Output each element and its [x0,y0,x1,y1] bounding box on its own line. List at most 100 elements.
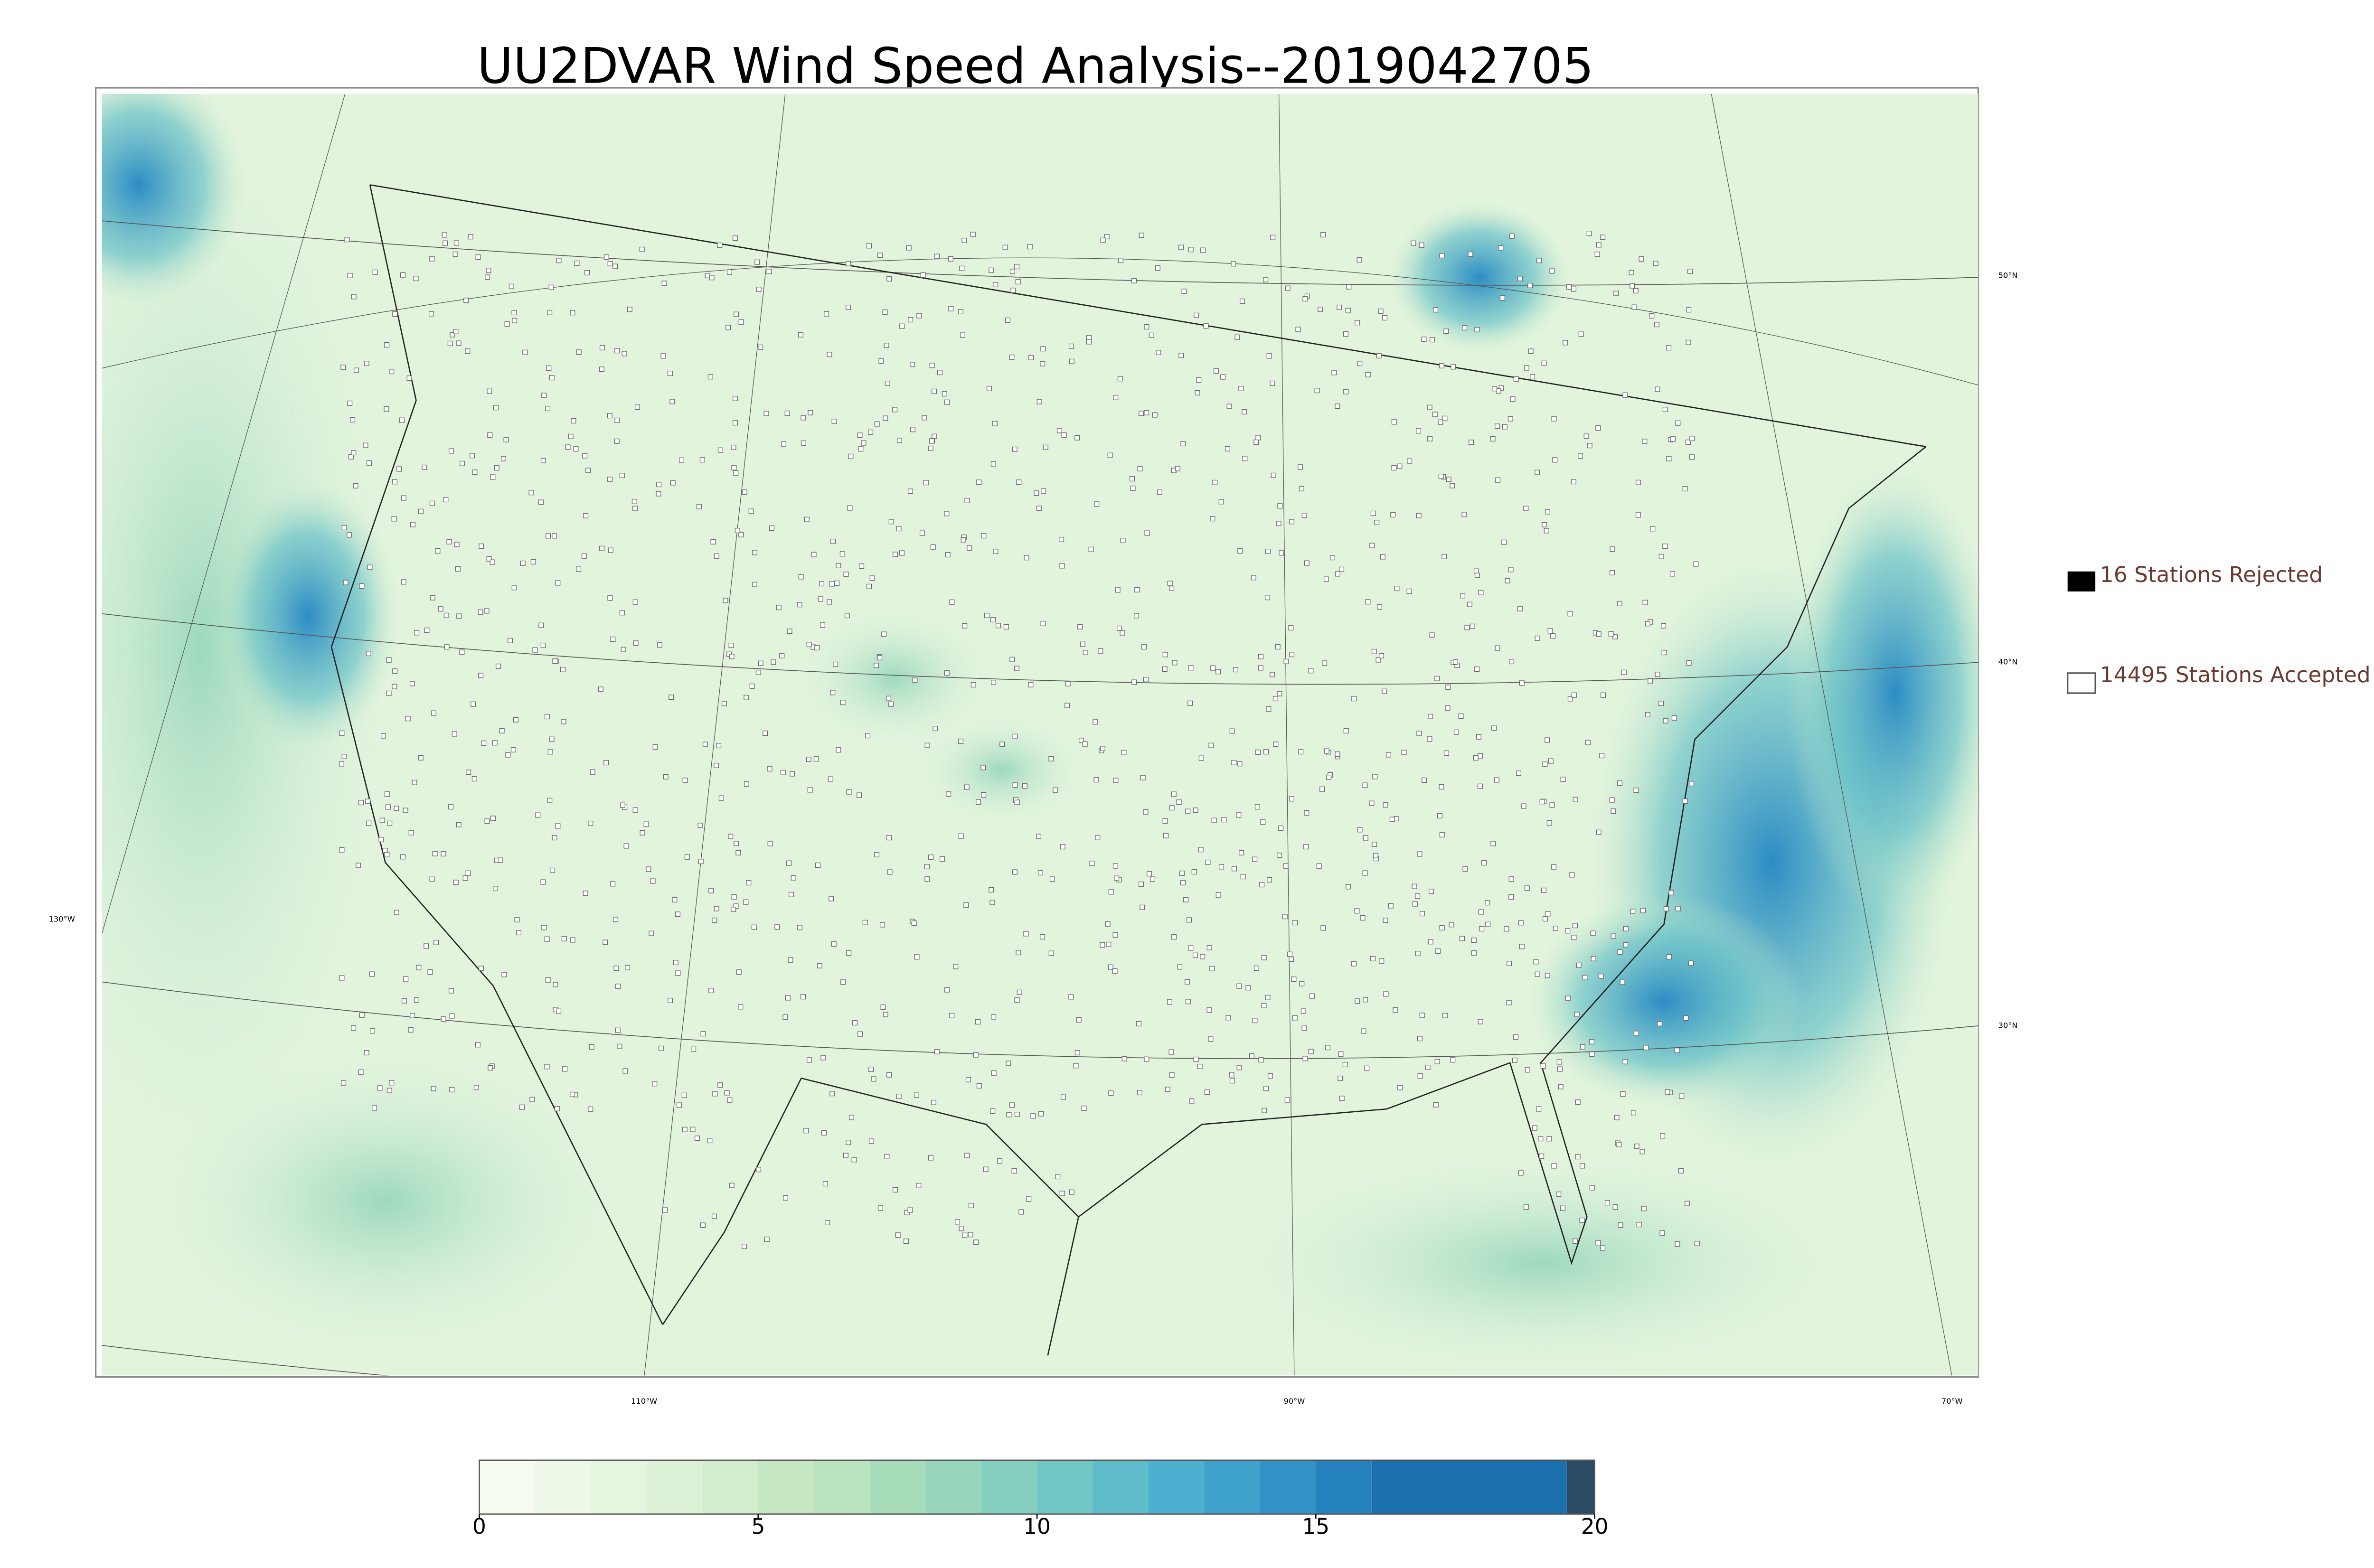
station [1144,410,1149,415]
station [755,669,761,675]
station [603,939,608,945]
longitude-label: 110°W [631,1397,657,1406]
station [803,1128,809,1134]
station [487,432,493,438]
station [431,1086,436,1091]
station [877,1205,883,1211]
station [1292,920,1298,926]
station [1441,554,1447,559]
station [1137,466,1143,471]
station [1100,237,1106,243]
station [1169,585,1175,591]
station [561,936,567,941]
station [547,798,553,803]
station [633,640,639,646]
station [1115,587,1121,593]
station [1335,751,1340,757]
station [430,595,435,601]
station [598,686,603,692]
station [555,823,561,829]
station [709,275,715,281]
station [1049,876,1055,882]
station [369,971,375,977]
station [450,332,455,338]
station [731,907,736,912]
station [1573,797,1578,802]
station [1682,798,1688,804]
station [449,448,454,454]
station [736,969,742,975]
station [1059,1191,1065,1196]
station [1012,446,1017,452]
station [541,393,547,398]
station [471,701,476,707]
station [486,556,492,562]
station [1450,483,1455,488]
station [478,966,484,971]
station [923,480,929,486]
station [547,310,553,315]
station [1498,245,1504,251]
station [538,622,544,628]
station [516,930,521,936]
station [1504,926,1509,932]
station [384,342,390,348]
station [1215,669,1221,675]
station [949,1013,955,1018]
station [1661,623,1667,629]
station [990,1108,996,1114]
station [1378,653,1385,658]
station [1237,548,1243,554]
station [392,479,397,485]
station [1265,548,1271,554]
station [454,542,460,547]
station [1144,324,1149,330]
station [1518,920,1524,926]
station [807,787,813,793]
station [1162,666,1168,672]
station [1629,270,1634,275]
station [538,499,544,505]
station [716,743,722,749]
station [452,251,458,257]
station [1077,624,1083,629]
station [1005,317,1011,323]
station [993,282,999,288]
station [1285,285,1291,291]
station [1080,641,1085,647]
station [1549,268,1555,274]
station [1623,926,1629,931]
station [610,636,616,642]
station [1415,951,1421,957]
station [1617,949,1623,955]
station [1015,279,1021,285]
station [861,440,867,446]
station [607,413,612,419]
station [623,843,629,849]
legend-rejected-label: 16 Stations Rejected [2100,562,2323,587]
station [1495,645,1500,651]
station [1595,425,1601,431]
station [1388,903,1394,909]
station [510,747,516,752]
station [714,762,719,768]
station [1048,756,1054,761]
station [1163,833,1169,838]
station [1451,364,1456,370]
station [1415,893,1421,899]
station [1339,566,1345,572]
station [1335,404,1340,409]
station [366,820,372,826]
station [339,847,345,853]
station [1323,576,1329,582]
station [717,1082,723,1088]
station [1633,1031,1639,1036]
station [372,1105,377,1111]
station [1600,235,1606,240]
station [845,304,851,310]
station [613,966,619,971]
station [829,581,835,587]
station [1156,350,1161,356]
station [1134,587,1140,592]
station [1544,528,1549,534]
